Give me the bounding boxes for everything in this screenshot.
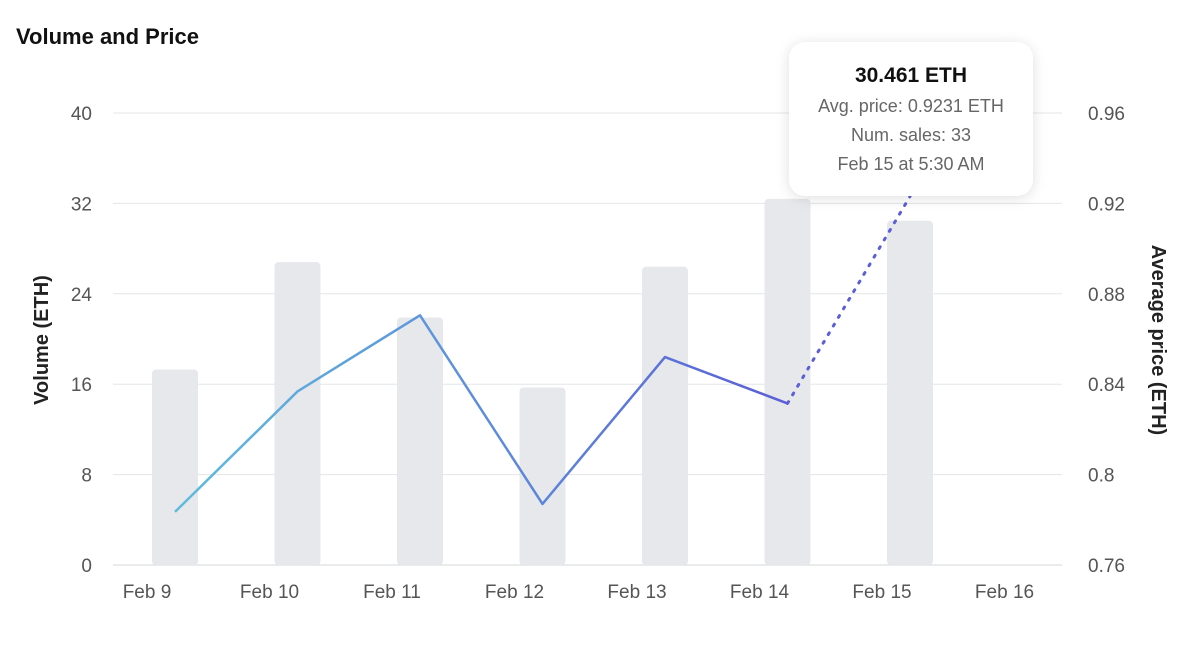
volume-bar	[397, 317, 443, 565]
x-tick-label: Feb 12	[485, 582, 544, 603]
y-left-tick-label: 24	[71, 285, 93, 306]
y-axis-left-label: Volume (ETH)	[31, 275, 53, 405]
price-line-projected	[786, 194, 912, 405]
y-axis-left-ticks: 0 8 16 24 32 40	[71, 104, 93, 577]
x-tick-label: Feb 13	[607, 582, 666, 603]
y-left-tick-label: 0	[81, 556, 92, 577]
y-right-tick-label: 0.84	[1088, 375, 1125, 396]
y-right-tick-label: 0.8	[1088, 466, 1114, 487]
x-tick-label: Feb 9	[123, 582, 172, 603]
x-tick-label: Feb 10	[240, 582, 299, 603]
y-left-tick-label: 40	[71, 104, 92, 125]
price-line	[174, 194, 912, 513]
price-line-solid	[174, 314, 788, 513]
y-left-tick-label: 8	[81, 466, 92, 487]
x-tick-label: Feb 15	[852, 582, 911, 603]
y-left-tick-label: 32	[71, 194, 92, 215]
x-axis-ticks: Feb 9 Feb 10 Feb 11 Feb 12 Feb 13 Feb 14 Feb 1…	[123, 582, 1034, 603]
x-tick-label: Feb 11	[363, 582, 421, 603]
tooltip-date: Feb 15 at 5:30 AM	[837, 154, 985, 174]
chart-title: Volume and Price	[16, 24, 199, 49]
y-left-tick-label: 16	[71, 375, 92, 396]
tooltip-volume: 30.461 ETH	[854, 64, 968, 87]
x-tick-label: Feb 14	[730, 582, 790, 603]
volume-bars	[152, 198, 933, 565]
volume-bar	[519, 387, 566, 565]
volume-bar	[274, 262, 321, 565]
y-right-tick-label: 0.96	[1088, 104, 1125, 125]
y-right-tick-label: 0.92	[1088, 194, 1125, 215]
y-right-tick-label: 0.76	[1088, 556, 1125, 577]
y-right-tick-label: 0.88	[1088, 285, 1125, 306]
y-axis-right-label: Average price (ETH)	[1147, 245, 1169, 435]
data-tooltip: 30.461 ETH Avg. price: 0.9231 ETH Num. s…	[789, 42, 1033, 196]
volume-bar	[887, 220, 933, 565]
tooltip-avg-price: Avg. price: 0.9231 ETH	[818, 96, 1004, 116]
y-axis-right-ticks: 0.76 0.8 0.84 0.88 0.92 0.96	[1088, 104, 1125, 577]
volume-bar	[764, 198, 811, 565]
tooltip-num-sales: Num. sales: 33	[850, 125, 972, 145]
x-tick-label: Feb 16	[975, 582, 1034, 603]
volume-bar	[152, 369, 198, 565]
volume-bar	[642, 266, 688, 565]
